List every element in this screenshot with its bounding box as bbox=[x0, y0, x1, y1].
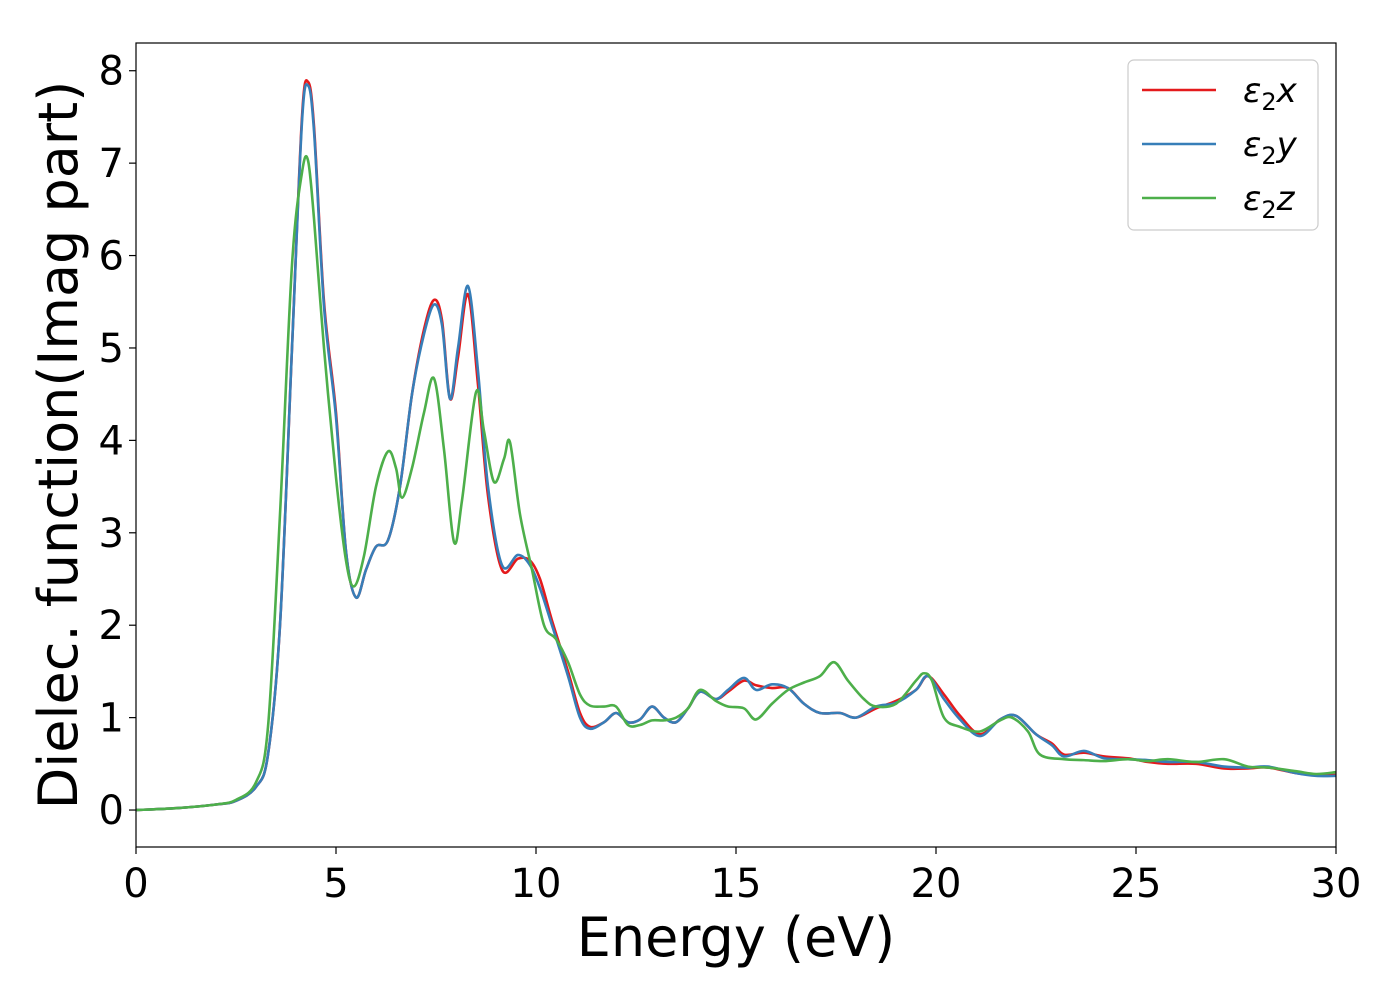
y-tick-label: 2 bbox=[99, 603, 124, 649]
x-tick-label: 25 bbox=[1111, 861, 1162, 907]
x-tick-label: 10 bbox=[511, 861, 562, 907]
y-axis-title: Dielec. function(Imag part) bbox=[27, 81, 90, 810]
y-tick-label: 5 bbox=[99, 326, 124, 372]
series-line-y bbox=[136, 83, 1336, 812]
x-tick-label: 15 bbox=[711, 861, 762, 907]
legend-label-x: ε2x bbox=[1243, 71, 1298, 116]
series-layer bbox=[136, 79, 1336, 812]
y-axis: 0 1 2 3 4 5 6 7 8 bbox=[99, 49, 136, 834]
legend-label-y: ε2y bbox=[1243, 125, 1298, 170]
y-tick-label: 8 bbox=[99, 49, 124, 95]
y-tick-label: 7 bbox=[99, 141, 124, 187]
series-line-z bbox=[136, 154, 1336, 812]
legend-box bbox=[1127, 59, 1319, 231]
x-axis: 0 5 10 15 20 25 30 bbox=[123, 847, 1361, 907]
x-axis-title: Energy (eV) bbox=[577, 906, 896, 969]
x-tick-label: 20 bbox=[911, 861, 962, 907]
x-tick-label: 30 bbox=[1311, 861, 1362, 907]
y-tick-label: 1 bbox=[99, 696, 124, 742]
y-tick-label: 4 bbox=[99, 418, 124, 464]
y-tick-label: 6 bbox=[99, 234, 124, 280]
x-tick-label: 5 bbox=[323, 861, 348, 907]
y-tick-label: 3 bbox=[99, 511, 124, 557]
x-tick-label: 0 bbox=[123, 861, 148, 907]
legend: ε2x ε2y ε2z bbox=[1127, 59, 1319, 231]
y-tick-label: 0 bbox=[99, 788, 124, 834]
legend-label-z: ε2z bbox=[1243, 179, 1296, 224]
